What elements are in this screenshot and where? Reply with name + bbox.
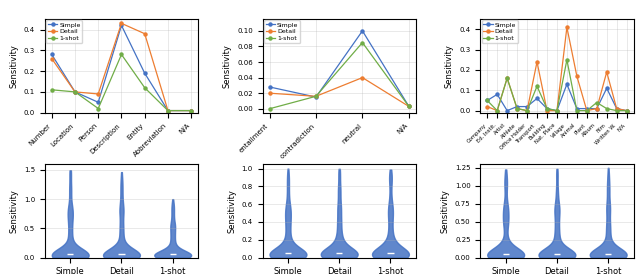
Detail: [94, 92, 102, 96]
Simple: [533, 97, 541, 100]
Detail: [188, 109, 195, 112]
Line: Simple: Simple: [51, 24, 193, 112]
Simple: [164, 109, 172, 112]
Simple: [553, 109, 561, 112]
Simple: [483, 99, 491, 102]
1-shot: [312, 95, 320, 98]
Detail: [563, 26, 571, 29]
Detail: [553, 109, 561, 112]
Simple: [266, 85, 273, 89]
1-shot: [266, 107, 273, 110]
1-shot: [141, 86, 148, 89]
Detail: [266, 92, 273, 95]
Detail: [533, 60, 541, 64]
Simple: [603, 87, 611, 90]
Simple: [405, 105, 413, 108]
Legend: Simple, Detail, 1-shot: Simple, Detail, 1-shot: [264, 21, 300, 43]
Simple: [48, 53, 56, 56]
1-shot: [188, 109, 195, 112]
1-shot: [493, 109, 501, 112]
Simple: [118, 24, 125, 27]
Detail: [71, 90, 79, 93]
1-shot: [583, 109, 591, 112]
1-shot: [94, 107, 102, 110]
Simple: [188, 109, 195, 112]
Detail: [593, 107, 600, 110]
Simple: [94, 101, 102, 104]
Detail: [358, 76, 366, 79]
1-shot: [573, 109, 580, 112]
Simple: [493, 93, 501, 96]
1-shot: [613, 109, 621, 112]
Detail: [613, 107, 621, 110]
Line: 1-shot: 1-shot: [486, 58, 628, 112]
Detail: [48, 57, 56, 60]
Line: 1-shot: 1-shot: [268, 41, 410, 110]
1-shot: [603, 107, 611, 110]
Simple: [563, 82, 571, 86]
1-shot: [533, 85, 541, 88]
Simple: [71, 90, 79, 93]
Y-axis label: Sensitivity: Sensitivity: [440, 189, 449, 233]
Simple: [312, 95, 320, 99]
1-shot: [524, 109, 531, 112]
Simple: [513, 105, 521, 108]
Line: Detail: Detail: [51, 22, 193, 112]
Detail: [493, 109, 501, 112]
Detail: [583, 109, 591, 112]
1-shot: [553, 109, 561, 112]
Simple: [524, 105, 531, 108]
1-shot: [513, 107, 521, 110]
1-shot: [503, 76, 511, 80]
Line: Simple: Simple: [486, 83, 628, 112]
1-shot: [164, 109, 172, 112]
Line: Detail: Detail: [486, 26, 628, 112]
Detail: [141, 32, 148, 35]
Detail: [483, 105, 491, 108]
1-shot: [563, 58, 571, 61]
1-shot: [405, 105, 413, 108]
Simple: [141, 72, 148, 75]
Detail: [503, 76, 511, 80]
Legend: Simple, Detail, 1-shot: Simple, Detail, 1-shot: [46, 21, 83, 43]
Detail: [623, 109, 630, 112]
Line: Simple: Simple: [268, 29, 410, 108]
1-shot: [118, 53, 125, 56]
Detail: [312, 95, 320, 98]
1-shot: [543, 107, 551, 110]
Detail: [524, 109, 531, 112]
Legend: Simple, Detail, 1-shot: Simple, Detail, 1-shot: [481, 21, 518, 43]
Y-axis label: Sensitivity: Sensitivity: [9, 44, 19, 88]
1-shot: [483, 99, 491, 102]
Simple: [358, 29, 366, 33]
1-shot: [71, 90, 79, 93]
Simple: [543, 107, 551, 110]
Y-axis label: Sensitivity: Sensitivity: [227, 189, 236, 233]
1-shot: [48, 88, 56, 92]
Simple: [613, 107, 621, 110]
Y-axis label: Sensitivity: Sensitivity: [445, 44, 454, 88]
Y-axis label: Sensitivity: Sensitivity: [223, 44, 232, 88]
Detail: [543, 109, 551, 112]
Detail: [405, 105, 413, 108]
Simple: [583, 107, 591, 110]
1-shot: [623, 109, 630, 112]
Detail: [118, 22, 125, 25]
Line: 1-shot: 1-shot: [51, 53, 193, 112]
Simple: [623, 109, 630, 112]
Simple: [503, 109, 511, 112]
Detail: [573, 75, 580, 78]
Detail: [164, 109, 172, 112]
Simple: [593, 107, 600, 110]
1-shot: [593, 101, 600, 104]
Y-axis label: Sensitivity: Sensitivity: [9, 189, 19, 233]
1-shot: [358, 41, 366, 44]
Detail: [513, 107, 521, 110]
Line: Detail: Detail: [268, 76, 410, 108]
Detail: [603, 70, 611, 74]
Simple: [573, 107, 580, 110]
